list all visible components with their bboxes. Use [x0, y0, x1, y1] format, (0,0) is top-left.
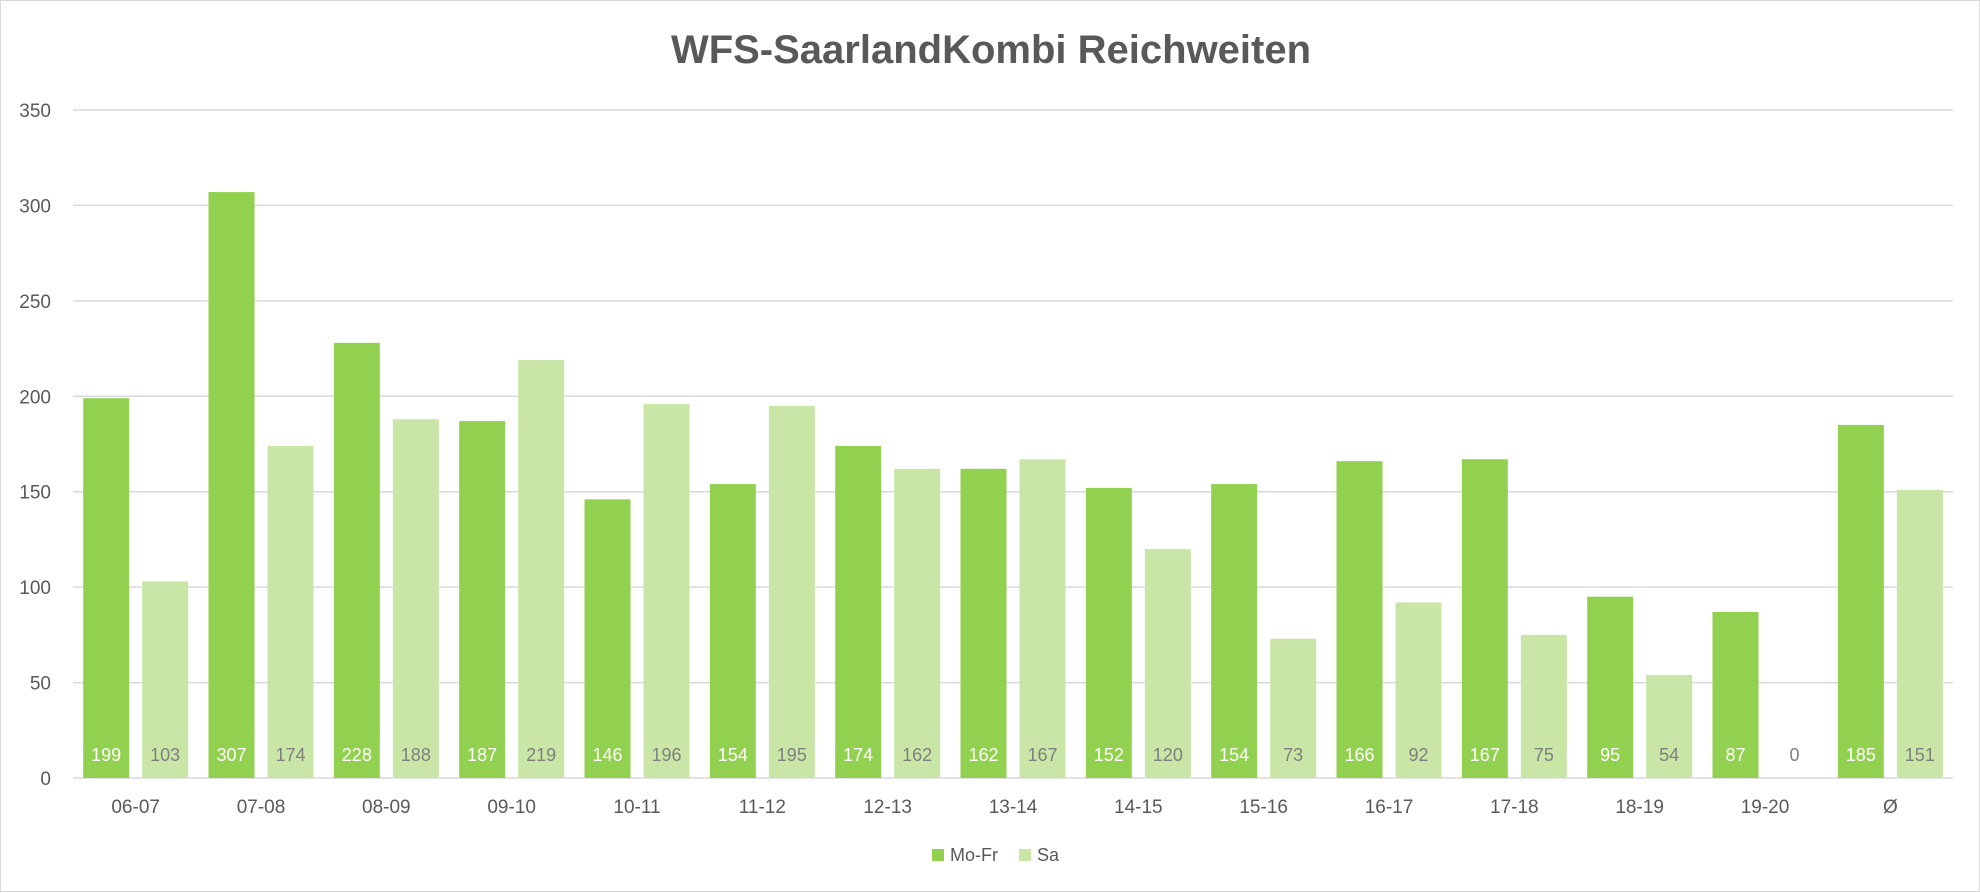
- bar-mo-fr-07-08: [208, 192, 255, 778]
- x-category-label: 06-07: [111, 797, 160, 818]
- y-tick-label: 300: [19, 196, 51, 217]
- bar-mo-fr-08-09: [333, 342, 380, 778]
- bar-sa-Ø: [1896, 489, 1943, 778]
- bar-sa-14-15: [1144, 548, 1191, 778]
- x-category-label: 13-14: [989, 797, 1038, 818]
- y-tick-label: 200: [19, 387, 51, 408]
- legend-swatch: [1019, 849, 1031, 861]
- y-tick-label: 50: [30, 674, 51, 695]
- bar-mo-fr-18-19: [1587, 596, 1634, 778]
- data-label: 0: [1789, 745, 1799, 765]
- bar-mo-fr-06-07: [83, 398, 130, 778]
- x-category-label: 11-12: [739, 797, 786, 818]
- data-label: 152: [1094, 745, 1124, 765]
- data-label: 92: [1408, 745, 1428, 765]
- data-label: 174: [275, 745, 305, 765]
- data-label: 196: [651, 745, 681, 765]
- bar-mo-fr-11-12: [709, 484, 756, 778]
- y-axis-ticks: 0 50 100 150 200 250 300 350: [19, 101, 51, 790]
- data-label: 162: [968, 745, 998, 765]
- data-label: 188: [401, 745, 431, 765]
- data-label: 199: [91, 745, 121, 765]
- bar-sa-10-11: [643, 403, 690, 778]
- x-category-label: 10-11: [613, 797, 660, 818]
- data-label: 167: [1027, 745, 1057, 765]
- x-category-label: 07-08: [237, 797, 286, 818]
- data-labels: 199 103 307 174 228 188 187 219 146 196 154 195 174 1…: [91, 745, 1935, 765]
- legend-label: Sa: [1037, 845, 1060, 865]
- bar-sa-08-09: [392, 419, 439, 778]
- legend-label: Mo-Fr: [950, 845, 998, 865]
- legend-swatch: [932, 849, 944, 861]
- bar-sa-09-10: [518, 360, 565, 778]
- bar-mo-fr-10-11: [584, 499, 631, 778]
- bar-mo-fr-13-14: [960, 468, 1007, 778]
- x-category-label: 18-19: [1615, 797, 1664, 818]
- x-category-label: 19-20: [1741, 797, 1790, 818]
- bar-sa-17-18: [1520, 634, 1567, 778]
- bar-sa-13-14: [1019, 459, 1066, 778]
- bar-mo-fr-Ø: [1837, 424, 1884, 778]
- data-label: 95: [1600, 745, 1620, 765]
- bar-sa-16-17: [1395, 602, 1442, 778]
- bar-mo-fr-17-18: [1461, 459, 1508, 778]
- data-label: 166: [1344, 745, 1374, 765]
- data-label: 151: [1905, 745, 1935, 765]
- data-label: 146: [592, 745, 622, 765]
- data-label: 185: [1846, 745, 1876, 765]
- data-label: 73: [1283, 745, 1303, 765]
- x-category-label: 12-13: [863, 797, 912, 818]
- data-label: 307: [216, 745, 246, 765]
- y-tick-label: 100: [19, 578, 51, 599]
- bar-mo-fr-14-15: [1085, 487, 1132, 778]
- x-category-label: 15-16: [1239, 797, 1288, 818]
- x-category-label: 16-17: [1365, 797, 1414, 818]
- x-category-label: 08-09: [362, 797, 411, 818]
- x-category-label: 14-15: [1114, 797, 1163, 818]
- data-label: 174: [843, 745, 873, 765]
- legend: Mo-Fr Sa: [932, 845, 1060, 865]
- data-label: 154: [718, 745, 748, 765]
- data-label: 103: [150, 745, 180, 765]
- y-tick-label: 350: [19, 101, 51, 122]
- x-axis-categories: 06-07 07-08 08-09 09-10 10-11 11-12 12-13 13-14…: [111, 797, 1898, 818]
- bar-mo-fr-09-10: [459, 421, 506, 778]
- data-label: 167: [1470, 745, 1500, 765]
- y-tick-label: 150: [19, 483, 51, 504]
- bar-sa-11-12: [768, 405, 815, 778]
- bar-mo-fr-12-13: [835, 445, 882, 778]
- y-tick-label: 0: [40, 769, 51, 790]
- data-label: 75: [1534, 745, 1554, 765]
- data-label: 87: [1725, 745, 1745, 765]
- bar-sa-15-16: [1270, 638, 1317, 778]
- data-label: 219: [526, 745, 556, 765]
- y-tick-label: 250: [19, 292, 51, 313]
- x-category-label: 09-10: [487, 797, 536, 818]
- bar-sa-12-13: [894, 468, 941, 778]
- data-label: 162: [902, 745, 932, 765]
- bar-mo-fr-15-16: [1211, 484, 1258, 778]
- data-label: 187: [467, 745, 497, 765]
- bars: [83, 192, 1943, 778]
- bar-sa-07-08: [267, 445, 314, 778]
- data-label: 120: [1153, 745, 1183, 765]
- bar-sa-18-19: [1646, 674, 1693, 778]
- bar-mo-fr-19-20: [1712, 611, 1759, 778]
- data-label: 228: [342, 745, 372, 765]
- bar-sa-06-07: [142, 581, 189, 778]
- bar-mo-fr-16-17: [1336, 461, 1383, 778]
- x-category-label: 17-18: [1490, 797, 1539, 818]
- data-label: 195: [777, 745, 807, 765]
- data-label: 54: [1659, 745, 1679, 765]
- x-category-label: Ø: [1883, 797, 1898, 818]
- gridlines: [73, 109, 1953, 779]
- chart-title: WFS-SaarlandKombi Reichweiten: [671, 28, 1311, 72]
- data-label: 154: [1219, 745, 1249, 765]
